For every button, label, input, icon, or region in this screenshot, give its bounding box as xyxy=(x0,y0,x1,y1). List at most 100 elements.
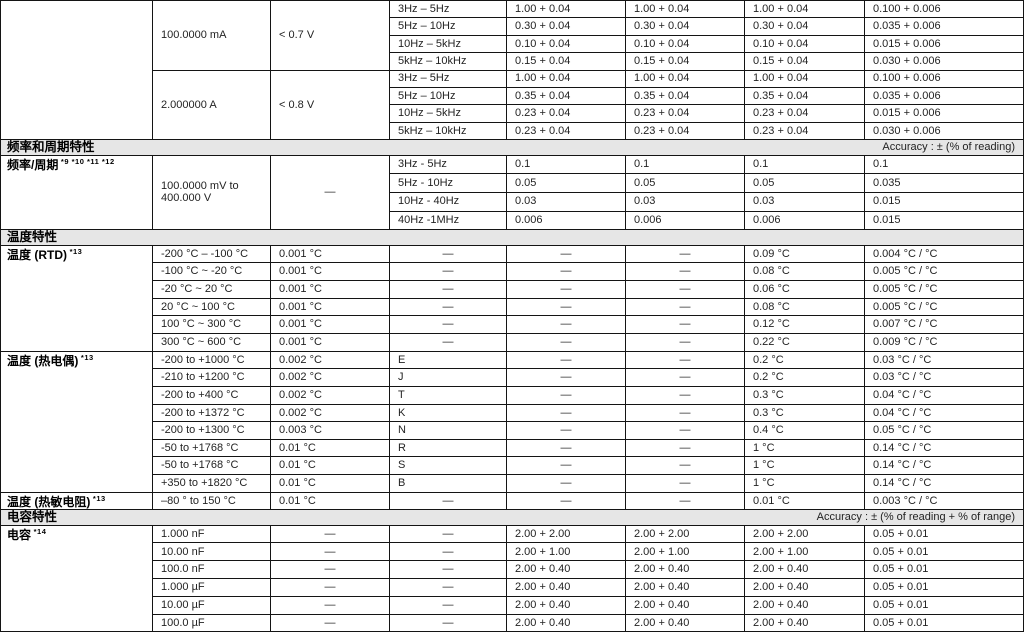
table-cell: 0.06 °C xyxy=(744,280,865,299)
section-header-row: 频率和周期特性 Accuracy : ± (% of reading) xyxy=(0,139,1024,156)
table-cell: 0.01 °C xyxy=(270,438,390,458)
table-cell: K xyxy=(389,403,507,423)
table-cell: +350 to +1820 °C xyxy=(152,473,271,493)
table-cell: 100 °C ~ 300 °C xyxy=(152,315,271,335)
dash-cell: — xyxy=(625,473,745,493)
footnote-marker: *13 xyxy=(67,246,83,256)
table-cell: 0.2 °C xyxy=(744,368,865,387)
frequency-band-cell: 3Hz - 5Hz xyxy=(389,154,507,175)
table-cell: 0.23 + 0.04 xyxy=(744,121,865,141)
dash-cell: — xyxy=(389,297,507,317)
table-row: 100.0000 mA < 0.7 V 3Hz – 5Hz 1.00 + 0.04 1.… xyxy=(0,0,1024,141)
range-cell: 100.0000 mV to 400.000 V xyxy=(152,154,271,231)
dash-cell: — xyxy=(506,473,626,493)
frequency-band-cell: 10Hz – 5kHz xyxy=(389,34,507,54)
row-group-label: 温度 (热敏电阻) *13 xyxy=(0,491,153,511)
table-cell: -200 to +1372 °C xyxy=(152,403,271,423)
table-cell: 0.100 + 0.006 xyxy=(864,69,1024,88)
table-cell: 0.002 °C xyxy=(270,403,390,423)
table-cell: -200 to +1000 °C xyxy=(152,350,271,370)
section-title: 频率和周期特性 xyxy=(7,140,95,155)
table-cell: 1.000 µF xyxy=(152,578,271,597)
table-row: 5kHz – 10kHz 0.15 + 0.04 0.15 + 0.04 0.15 +… xyxy=(1,52,1024,71)
table-cell: 1 °C xyxy=(744,456,865,475)
table-cell: 0.002 °C xyxy=(270,385,390,405)
burden-voltage-cell: < 0.7 V xyxy=(270,0,390,71)
frequency-band-cell: 5Hz – 10Hz xyxy=(389,86,507,106)
table-cell: 1.000 nF xyxy=(152,524,271,544)
table-row: 1.000 µF — —2.00 + 0.40 2.00 + 0.40 2.00 + 0… xyxy=(1,578,1024,597)
table-cell: 0.1 xyxy=(744,154,865,175)
table-row: -200 to +400 °C 0.002 °C T — —0.3 °C 0.04 °C … xyxy=(1,385,1024,405)
table-cell: 2.00 + 1.00 xyxy=(744,542,865,562)
dash-cell: — xyxy=(389,280,507,299)
dash-cell: — xyxy=(389,578,507,597)
frequency-band-cell: 5Hz – 10Hz xyxy=(389,17,507,36)
frequency-band-cell: 40Hz -1MHz xyxy=(389,210,507,231)
table-cell: 2.00 + 0.40 xyxy=(625,595,745,615)
table-cell: N xyxy=(389,421,507,440)
table-cell: 300 °C ~ 600 °C xyxy=(152,333,271,352)
table-cell: 2.00 + 1.00 xyxy=(506,542,626,562)
table-row: -210 to +1200 °C 0.002 °C J — —0.2 °C 0.03 °C… xyxy=(1,368,1024,387)
table-cell: -200 °C – -100 °C xyxy=(152,244,271,264)
table-cell: -100 °C ~ -20 °C xyxy=(152,262,271,281)
table-row: -200 to +1372 °C 0.002 °C K — —0.3 °C 0.04 °C… xyxy=(1,403,1024,423)
table-cell: 2.00 + 2.00 xyxy=(506,524,626,544)
table-cell: 2.00 + 0.40 xyxy=(506,578,626,597)
table-cell: 0.030 + 0.006 xyxy=(864,52,1024,71)
dash-cell: — xyxy=(389,595,507,615)
accuracy-note: Accuracy : ± (% of reading) xyxy=(882,140,1015,153)
dash-cell: — xyxy=(389,315,507,335)
table-cell: 0.01 °C xyxy=(744,491,865,511)
table-cell: 0.08 °C xyxy=(744,262,865,281)
table-cell: 2.00 + 1.00 xyxy=(625,542,745,562)
table-cell: 0.05 xyxy=(744,173,865,193)
row-group-label: 频率/周期 *9 *10 *11 *12 xyxy=(0,154,153,231)
frequency-band-cell: 10Hz – 5kHz xyxy=(389,104,507,123)
table-cell: 1.00 + 0.04 xyxy=(744,0,865,19)
dash-cell: — xyxy=(625,438,745,458)
table-row: 温度 (RTD) *13 -200 °C – -100 °C 0.001 °C — — —… xyxy=(0,244,1024,352)
table-cell: 2.00 + 2.00 xyxy=(625,524,745,544)
table-cell: 2.00 + 0.40 xyxy=(506,613,626,632)
dash-cell: — xyxy=(625,315,745,335)
table-cell: 0.005 °C / °C xyxy=(864,297,1024,317)
table-cell: 2.00 + 0.40 xyxy=(625,613,745,632)
table-cell: 0.05 + 0.01 xyxy=(864,613,1024,632)
table-cell: 1.00 + 0.04 xyxy=(506,69,626,88)
table-cell: 0.23 + 0.04 xyxy=(506,121,626,141)
table-cell: 10.00 nF xyxy=(152,542,271,562)
table-cell: 0.006 xyxy=(744,210,865,231)
dash-cell: — xyxy=(625,421,745,440)
footnote-marker: *13 xyxy=(78,352,94,362)
dash-cell: — xyxy=(506,297,626,317)
table-cell: 0.004 °C / °C xyxy=(864,244,1024,264)
table-cell: 0.030 + 0.006 xyxy=(864,121,1024,141)
dash-cell: — xyxy=(270,613,390,632)
table-cell: 0.03 xyxy=(625,191,745,212)
table-cell: 0.23 + 0.04 xyxy=(744,104,865,123)
table-cell: 0.05 xyxy=(506,173,626,193)
table-cell: 0.01 °C xyxy=(270,491,390,511)
table-cell: 0.10 + 0.04 xyxy=(625,34,745,54)
accuracy-note: Accuracy : ± (% of reading + % of range) xyxy=(816,511,1015,524)
dash-cell: — xyxy=(625,244,745,264)
table-cell: 0.30 + 0.04 xyxy=(506,17,626,36)
table-cell: 2.00 + 2.00 xyxy=(744,524,865,544)
table-cell: 0.35 + 0.04 xyxy=(625,86,745,106)
table-cell: 0.01 °C xyxy=(270,456,390,475)
table-row: 300 °C ~ 600 °C 0.001 °C — — —0.22 °C 0.009 °… xyxy=(1,333,1024,352)
table-cell: 0.05 + 0.01 xyxy=(864,542,1024,562)
table-row: 100.0 nF — —2.00 + 0.40 2.00 + 0.40 2.00 + 0… xyxy=(1,560,1024,580)
table-cell: 0.001 °C xyxy=(270,262,390,281)
table-cell: -200 to +1300 °C xyxy=(152,421,271,440)
table-cell: 0.12 °C xyxy=(744,315,865,335)
table-row: 100 °C ~ 300 °C 0.001 °C — — —0.12 °C 0.007 °… xyxy=(1,315,1024,335)
table-row: 10Hz – 5kHz 0.23 + 0.04 0.23 + 0.04 0.23 + … xyxy=(1,104,1024,123)
table-cell: 0.3 °C xyxy=(744,403,865,423)
table-cell: 0.35 + 0.04 xyxy=(506,86,626,106)
table-cell: 0.04 °C / °C xyxy=(864,385,1024,405)
table-cell: 0.100 + 0.006 xyxy=(864,0,1024,19)
table-cell: 0.015 xyxy=(864,191,1024,212)
